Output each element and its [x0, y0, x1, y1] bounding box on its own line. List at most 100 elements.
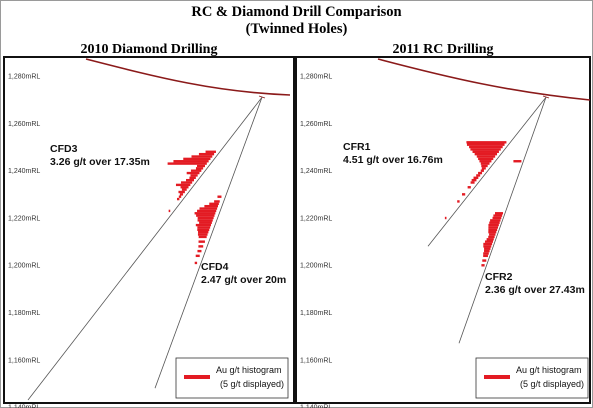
- topography-line: [85, 58, 291, 96]
- histogram-bar: [476, 174, 481, 177]
- y-tick-label: 1,200mRL: [8, 263, 40, 270]
- y-tick-label: 1,160mRL: [300, 357, 332, 364]
- histogram-bar: [194, 261, 198, 265]
- histogram-bar: [488, 235, 495, 239]
- histogram-bar: [481, 167, 486, 170]
- histogram-bar: [196, 214, 215, 217]
- drill-hole-trace: [154, 97, 263, 389]
- panel-border: [3, 56, 295, 404]
- legend-swatch: [484, 375, 510, 379]
- histogram-bar: [469, 145, 503, 149]
- histogram-bar: [484, 249, 490, 253]
- histogram-bar: [197, 233, 208, 236]
- histogram-bar: [483, 254, 488, 258]
- histogram-bar: [198, 240, 205, 243]
- histogram-bar: [197, 226, 211, 229]
- chart-panel-1: 1,280mRL 1,260mRL 1,240mRL 1,220mRL 1,200mRL…: [3, 56, 295, 408]
- y-tick-label: 1,200mRL: [300, 263, 332, 270]
- histogram-bar: [199, 207, 218, 210]
- legend-entry: Au g/t histogram: [216, 365, 282, 375]
- histogram-bar: [474, 152, 498, 156]
- histogram-bar: [197, 216, 214, 220]
- histogram-bar: [178, 195, 182, 198]
- y-tick-label: 1,140mRL: [8, 405, 40, 408]
- histogram-bar: [195, 223, 212, 227]
- figure-title: RC & Diamond Drill Comparison: [191, 4, 402, 20]
- y-tick-label: 1,220mRL: [300, 215, 332, 222]
- hole-name-label: CFR1: [343, 141, 371, 153]
- legend-note: (5 g/t displayed): [220, 379, 284, 389]
- histogram-bar: [479, 160, 492, 163]
- y-tick-label: 1,240mRL: [8, 168, 40, 175]
- histogram-bar: [186, 171, 200, 175]
- histogram-bar: [175, 183, 191, 187]
- histogram-bar: [488, 223, 499, 227]
- histogram-bar: [180, 181, 193, 184]
- histogram-bar: [483, 245, 492, 248]
- histogram-bar: [457, 200, 460, 203]
- legend-note: (5 g/t displayed): [520, 379, 584, 389]
- histogram-bar: [195, 254, 200, 258]
- histogram-bar: [470, 148, 501, 151]
- histogram-bar: [483, 252, 489, 255]
- drill-hole-trace: [458, 97, 547, 344]
- histogram-bar: [196, 164, 205, 168]
- histogram-bar: [481, 264, 485, 267]
- histogram-bar: [214, 200, 220, 203]
- hole-grade-label: 2.36 g/t over 27.43m: [485, 284, 585, 296]
- histogram-bar: [186, 178, 195, 182]
- histogram-bar: [198, 245, 204, 248]
- histogram-bar: [478, 157, 494, 161]
- histogram-bar: [488, 228, 498, 232]
- histogram-bar: [190, 174, 198, 177]
- y-tick-label: 1,280mRL: [300, 74, 332, 81]
- histogram-bar: [198, 230, 209, 234]
- histogram-bar: [168, 209, 171, 213]
- histogram-bar: [179, 193, 184, 196]
- drill-hole-trace: [27, 97, 263, 401]
- chart-panel-2: 1,280mRL 1,260mRL 1,240mRL 1,220mRL 1,200mRL…: [295, 56, 591, 408]
- histogram-bar: [198, 152, 215, 156]
- y-tick-label: 1,260mRL: [300, 121, 332, 128]
- histogram-bar: [488, 226, 498, 229]
- hole-name-label: CFD4: [201, 261, 229, 273]
- histogram-bar: [473, 176, 479, 179]
- histogram-bar: [194, 212, 216, 215]
- histogram-bar: [470, 181, 475, 184]
- histogram-bar: [197, 249, 202, 253]
- histogram-bar: [480, 169, 484, 172]
- hole-name-label: CFR2: [485, 271, 513, 283]
- histogram-bar: [190, 169, 202, 172]
- histogram-bar: [484, 247, 491, 250]
- histogram-bar: [495, 212, 504, 215]
- drill-hole-trace: [427, 97, 547, 247]
- histogram-bar: [490, 219, 501, 222]
- hole-grade-label: 4.51 g/t over 16.76m: [343, 154, 443, 166]
- histogram-bar: [183, 157, 211, 161]
- histogram-bar: [197, 228, 210, 232]
- histogram-bar: [199, 221, 212, 224]
- hole-grade-label: 3.26 g/t over 17.35m: [50, 156, 150, 168]
- y-tick-label: 1,220mRL: [8, 215, 40, 222]
- collar-marker: [258, 95, 266, 99]
- histogram-bar: [482, 259, 487, 262]
- legend: Au g/t histogram (5 g/t displayed): [175, 357, 289, 399]
- histogram-bar: [205, 150, 216, 153]
- legend-entry: Au g/t histogram: [516, 365, 582, 375]
- legend-swatch: [184, 375, 210, 379]
- histogram-bar: [180, 186, 189, 189]
- histogram-bar: [167, 162, 207, 165]
- hole-name-label: CFD3: [50, 143, 78, 155]
- histogram-bar: [481, 164, 488, 168]
- histogram-bar: [197, 219, 213, 222]
- histogram-bar: [189, 176, 196, 179]
- histogram-bar: [466, 143, 505, 146]
- histogram-bar: [204, 204, 218, 208]
- histogram-bar: [483, 242, 493, 246]
- histogram-bar: [178, 190, 185, 194]
- histogram-bar: [489, 233, 496, 236]
- histogram-bar: [493, 214, 503, 217]
- histogram-bar: [195, 167, 204, 170]
- histogram-bar: [191, 155, 213, 158]
